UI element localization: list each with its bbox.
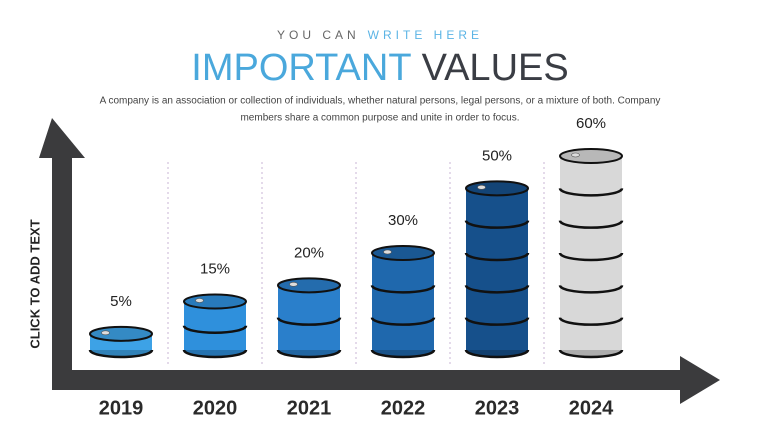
barrel-ring	[276, 349, 342, 359]
barrel-top	[183, 293, 247, 310]
value-label: 15%	[200, 260, 230, 277]
barrel-ring	[182, 325, 248, 334]
barrel-cap	[571, 152, 580, 158]
x-tick-label: 2021	[287, 397, 332, 419]
barrel-ring	[464, 220, 530, 229]
barrel-top	[371, 245, 435, 261]
barrel-ring	[464, 252, 530, 262]
barrel-ring	[276, 317, 342, 326]
description-line: A company is an association or collectio…	[100, 96, 661, 107]
y-axis-label: CLICK TO ADD TEXT	[27, 219, 42, 348]
barrel-ring	[558, 220, 624, 229]
value-label: 60%	[576, 115, 606, 132]
axis-arrows	[39, 118, 720, 404]
barrel-ring	[558, 284, 624, 294]
value-label: 50%	[482, 147, 512, 164]
chart-title: IMPORTANT VALUES	[191, 47, 568, 89]
barrel-cap	[195, 298, 204, 303]
barrel-cap	[477, 185, 486, 190]
barrel-ring	[464, 317, 530, 326]
barrel-top	[559, 148, 623, 164]
x-tick-label: 2019	[99, 397, 144, 419]
barrel-ring	[464, 349, 530, 359]
bar	[560, 156, 622, 350]
kicker-part: YOU CAN	[277, 28, 360, 42]
x-tick-label: 2024	[569, 397, 614, 419]
barrel-ring	[558, 349, 624, 359]
x-tick-label: 2020	[193, 397, 238, 419]
barrel-ring	[370, 349, 436, 359]
barrel-ring	[558, 187, 624, 197]
barrel-ring	[558, 317, 624, 326]
bar	[278, 285, 340, 350]
barrel-top	[465, 180, 529, 197]
value-label: 20%	[294, 244, 324, 261]
description-line: members share a common purpose and unite…	[240, 113, 519, 124]
barrel-ring	[558, 252, 624, 262]
barrel-ring	[88, 349, 154, 359]
x-tick-label: 2023	[475, 397, 520, 419]
barrel-top	[89, 325, 153, 342]
barrel-cap	[101, 330, 110, 336]
kicker: YOU CAN WRITE HERE	[277, 28, 483, 42]
barrel-cap	[383, 249, 392, 255]
bar	[184, 301, 246, 350]
barrel-cap	[289, 282, 298, 287]
title-part: VALUES	[422, 47, 569, 89]
bar	[372, 253, 434, 350]
barrel-ring	[370, 284, 436, 294]
barrel-ring	[370, 317, 436, 326]
value-label: 5%	[110, 293, 132, 310]
kicker-part: WRITE HERE	[368, 28, 483, 42]
value-label: 30%	[388, 212, 418, 229]
title-part: IMPORTANT	[191, 47, 411, 89]
barrel-top	[277, 277, 341, 294]
x-tick-label: 2022	[381, 397, 426, 419]
barrel-ring	[464, 284, 530, 294]
barrel-ring	[182, 349, 248, 359]
